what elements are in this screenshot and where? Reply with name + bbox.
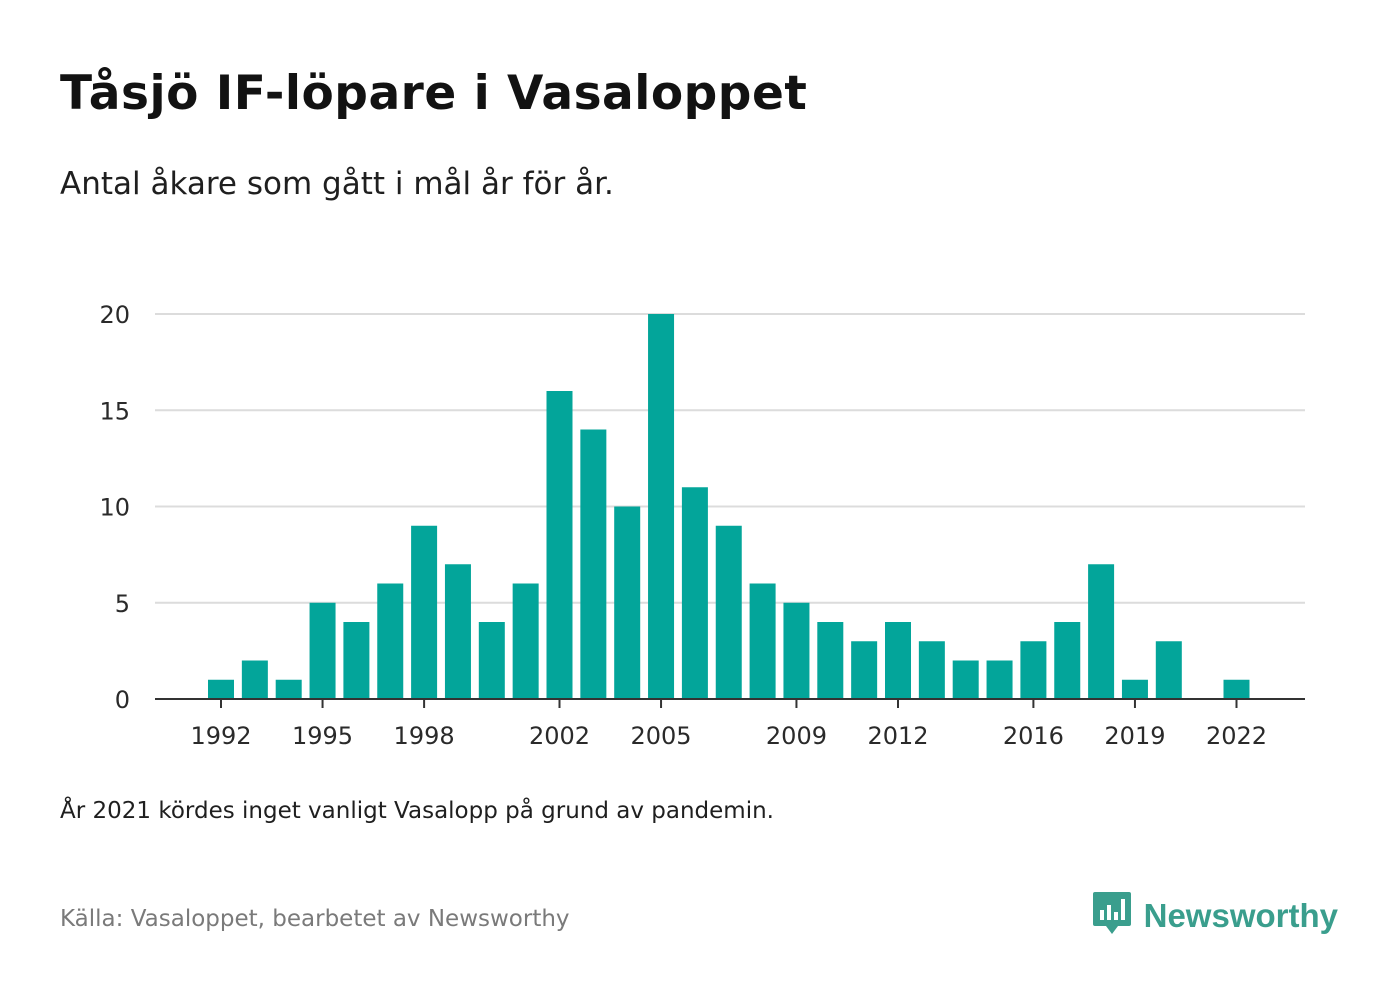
y-tick-label: 10 <box>99 494 130 522</box>
x-tick-label: 2016 <box>1003 722 1064 750</box>
bar-1996 <box>343 622 370 699</box>
bar-2018 <box>1088 564 1115 699</box>
bar-1993 <box>241 660 268 699</box>
bar-2009 <box>783 602 810 699</box>
bar-1995 <box>309 602 336 699</box>
x-tick-label: 1998 <box>394 722 455 750</box>
bar-2010 <box>817 622 844 699</box>
brand-logo: Newsworthy <box>1092 890 1338 942</box>
newsworthy-logo-icon <box>1092 890 1132 942</box>
bar-1994 <box>275 679 302 699</box>
bar-2016 <box>1020 641 1047 699</box>
brand-name: Newsworthy <box>1143 897 1338 934</box>
x-tick-label: 2019 <box>1104 722 1165 750</box>
bar-2013 <box>918 641 945 699</box>
chart-subtitle: Antal åkare som gått i mål år för år. <box>60 166 614 202</box>
bar-2007 <box>715 525 742 699</box>
bar-1998 <box>411 525 438 699</box>
bar-2003 <box>580 429 607 699</box>
axes: 0 5 10 15 20 1992 1995 1998 2002 2005 2009 2012 2016… <box>99 301 1305 750</box>
bar-2004 <box>614 506 641 699</box>
bar-2011 <box>851 641 878 699</box>
bar-1997 <box>377 583 404 699</box>
bar-2000 <box>478 622 505 699</box>
y-tick-label: 0 <box>115 686 130 714</box>
bar-2001 <box>512 583 539 699</box>
chart-title: Tåsjö IF-löpare i Vasaloppet <box>60 66 808 121</box>
x-tick-label: 2012 <box>867 722 928 750</box>
bar-2008 <box>749 583 776 699</box>
bar-2020 <box>1155 641 1182 699</box>
y-tick-label: 15 <box>99 397 130 425</box>
bar-1999 <box>444 564 471 699</box>
bar-2002 <box>546 391 573 699</box>
x-tick-label: 2022 <box>1206 722 1267 750</box>
bar-2005 <box>648 314 675 699</box>
bar-2019 <box>1121 679 1148 699</box>
bar-2022 <box>1223 679 1250 699</box>
bar-1992 <box>208 679 234 699</box>
bar-2015 <box>986 660 1013 699</box>
y-tick-label: 5 <box>115 590 130 618</box>
x-tick-label: 2002 <box>529 722 590 750</box>
x-tick-label: 1995 <box>292 722 353 750</box>
x-tick-label: 1992 <box>190 722 251 750</box>
bar-2017 <box>1054 622 1081 699</box>
bar-2012 <box>885 622 911 699</box>
footnote: År 2021 kördes inget vanligt Vasalopp på… <box>60 798 774 824</box>
bar-2006 <box>681 487 708 699</box>
y-tick-label: 20 <box>99 301 130 329</box>
x-tick-label: 2009 <box>766 722 827 750</box>
bar-2014 <box>952 660 979 699</box>
x-tick-label: 2005 <box>631 722 692 750</box>
bars <box>208 314 1250 699</box>
source-credit: Källa: Vasaloppet, bearbetet av Newswort… <box>60 906 570 932</box>
